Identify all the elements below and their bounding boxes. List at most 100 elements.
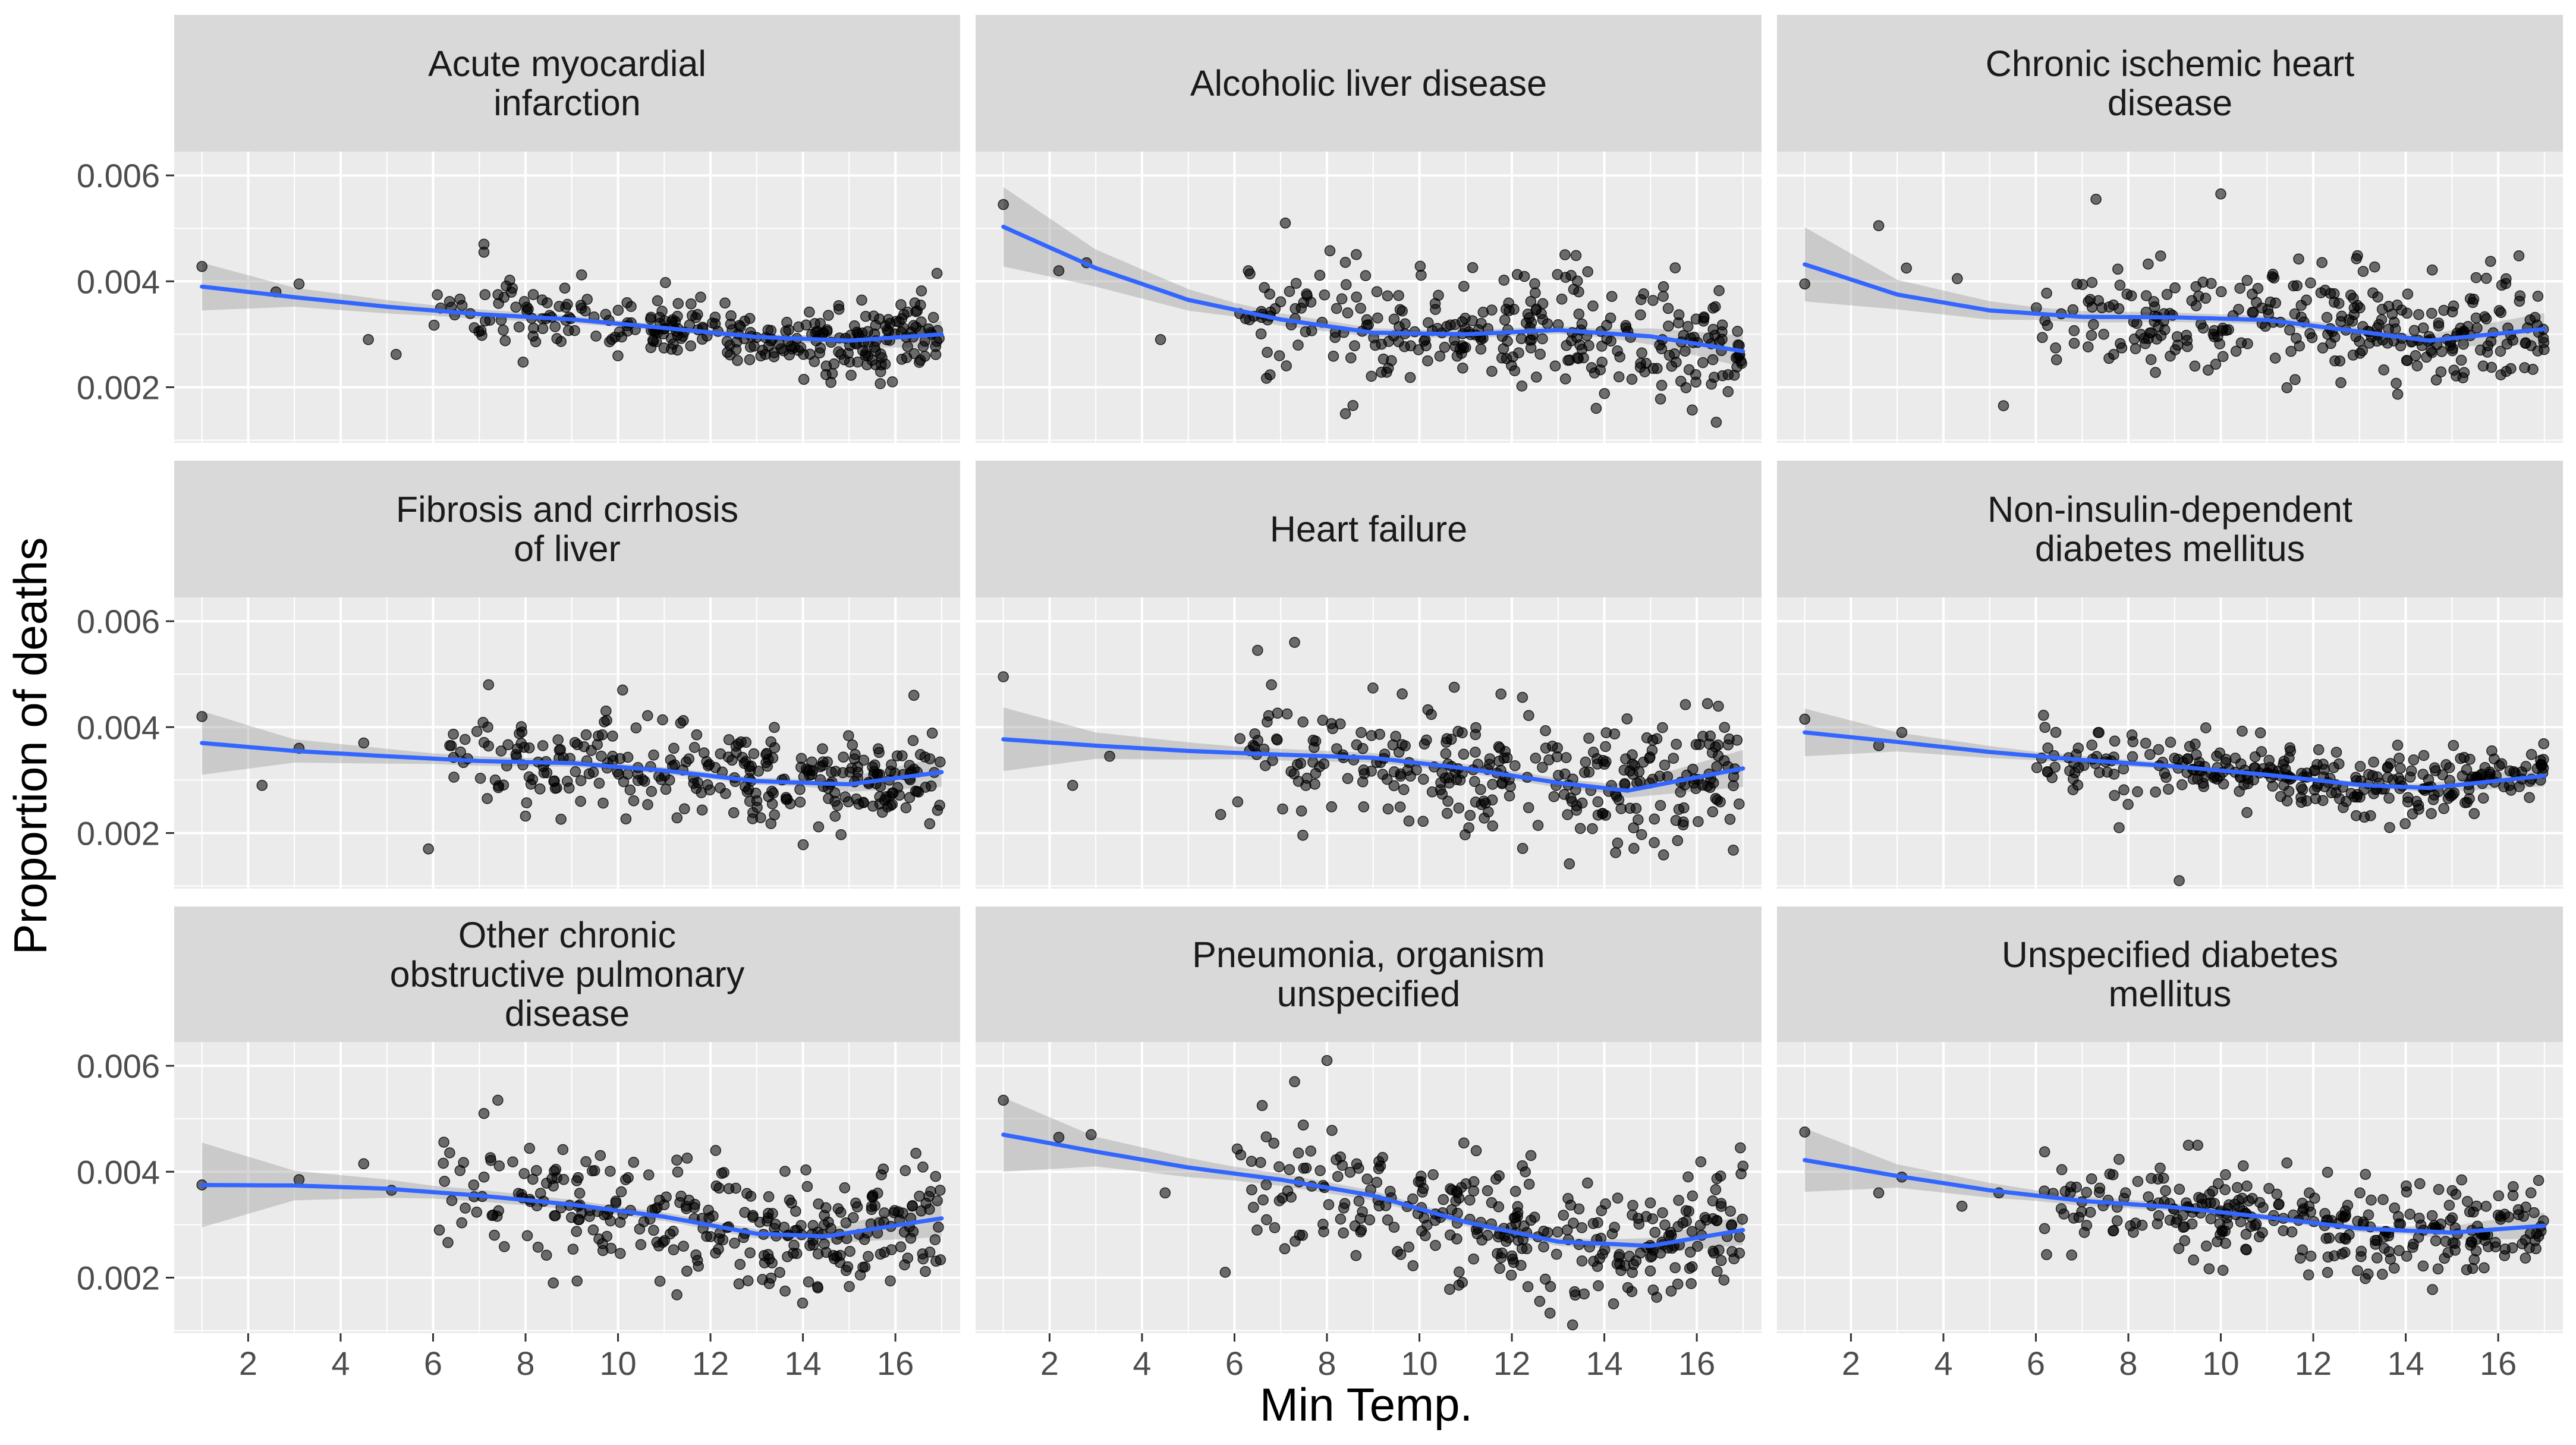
data-point xyxy=(534,1188,546,1199)
data-point xyxy=(823,310,834,321)
data-point xyxy=(910,1148,921,1159)
data-point xyxy=(1518,270,1530,282)
data-point xyxy=(672,1166,684,1178)
data-point xyxy=(1454,775,1466,786)
facet-strip xyxy=(1777,906,2563,1042)
data-point xyxy=(468,1179,480,1191)
data-point xyxy=(2433,317,2445,329)
data-point xyxy=(835,348,847,360)
data-point xyxy=(2393,772,2405,784)
data-point xyxy=(1470,1145,1482,1157)
data-point xyxy=(1295,757,1307,769)
data-point xyxy=(2086,1173,2097,1185)
data-point xyxy=(2160,772,2172,783)
data-point xyxy=(1399,318,1411,330)
data-point xyxy=(1351,739,1363,751)
data-point xyxy=(1442,795,1454,807)
data-point xyxy=(1261,373,1272,384)
data-point xyxy=(2122,799,2134,810)
data-point xyxy=(1496,1247,1508,1259)
data-point xyxy=(456,1217,467,1229)
data-point xyxy=(2230,345,2242,357)
data-point xyxy=(1234,733,1245,744)
data-point xyxy=(2365,810,2376,821)
data-point xyxy=(1640,358,1652,369)
data-point xyxy=(610,1197,622,1208)
data-point xyxy=(916,285,927,297)
data-point xyxy=(1355,303,1366,314)
data-point xyxy=(2528,1207,2540,1219)
data-point xyxy=(1453,1279,1465,1291)
data-point xyxy=(564,782,575,794)
data-point xyxy=(1306,325,1317,336)
data-point xyxy=(2366,1194,2377,1206)
data-point xyxy=(1547,741,1558,752)
y-tick-label: 0.002 xyxy=(77,1259,160,1296)
data-point xyxy=(832,800,843,811)
data-point xyxy=(2480,273,2492,284)
data-point xyxy=(2153,1210,2165,1222)
smooth-trend-line xyxy=(1803,1158,2547,1235)
data-point xyxy=(2234,282,2245,294)
data-point xyxy=(1641,732,1653,744)
data-point xyxy=(1692,1241,1703,1252)
data-point xyxy=(1610,847,1621,858)
data-point xyxy=(1361,314,1373,326)
data-point xyxy=(2042,742,2053,754)
data-point xyxy=(1396,305,1408,317)
data-point xyxy=(1388,1222,1400,1233)
data-point xyxy=(691,729,703,741)
data-point xyxy=(1219,1267,1231,1278)
data-point xyxy=(537,323,549,335)
data-point xyxy=(1523,802,1534,814)
data-point xyxy=(2426,307,2437,319)
data-point xyxy=(2333,758,2345,770)
data-point xyxy=(2169,282,2181,294)
data-point xyxy=(1873,1187,1885,1199)
data-point xyxy=(2504,765,2516,777)
data-point xyxy=(1627,749,1638,761)
data-point xyxy=(1463,822,1474,833)
data-point xyxy=(1502,335,1513,347)
data-point xyxy=(2189,360,2201,372)
data-point xyxy=(851,326,863,338)
data-point xyxy=(521,305,533,317)
data-point xyxy=(1559,373,1571,385)
data-point xyxy=(1457,727,1468,739)
data-point xyxy=(1440,748,1452,760)
data-point xyxy=(1626,1286,1638,1298)
data-point xyxy=(1590,402,1602,414)
data-point xyxy=(2329,331,2341,343)
data-point xyxy=(2165,736,2176,748)
data-point xyxy=(828,1249,839,1261)
data-point xyxy=(1704,782,1716,794)
data-point xyxy=(1321,1054,1333,1066)
data-point xyxy=(2433,1183,2445,1195)
data-point xyxy=(590,330,602,342)
data-point xyxy=(1266,679,1277,691)
data-point xyxy=(1338,1227,1349,1239)
data-point xyxy=(654,1276,666,1287)
data-point xyxy=(1675,376,1687,387)
data-point xyxy=(1292,339,1304,351)
data-point xyxy=(678,1241,689,1252)
data-point xyxy=(1260,1131,1272,1142)
data-point xyxy=(499,1241,510,1252)
x-tick-label: 10 xyxy=(599,1345,636,1382)
data-point xyxy=(1682,1171,1694,1183)
data-point xyxy=(875,378,886,389)
data-point xyxy=(1636,347,1647,359)
data-point xyxy=(1522,308,1534,320)
data-point xyxy=(1335,1151,1347,1163)
data-point xyxy=(797,1298,809,1309)
data-point xyxy=(786,1197,797,1209)
data-point xyxy=(2200,722,2212,733)
data-point xyxy=(2046,772,2058,783)
data-point xyxy=(1549,360,1561,372)
data-point xyxy=(1255,1157,1266,1168)
data-point xyxy=(998,671,1009,682)
data-point xyxy=(444,1147,455,1158)
data-point xyxy=(690,312,702,323)
data-point xyxy=(681,1265,693,1277)
